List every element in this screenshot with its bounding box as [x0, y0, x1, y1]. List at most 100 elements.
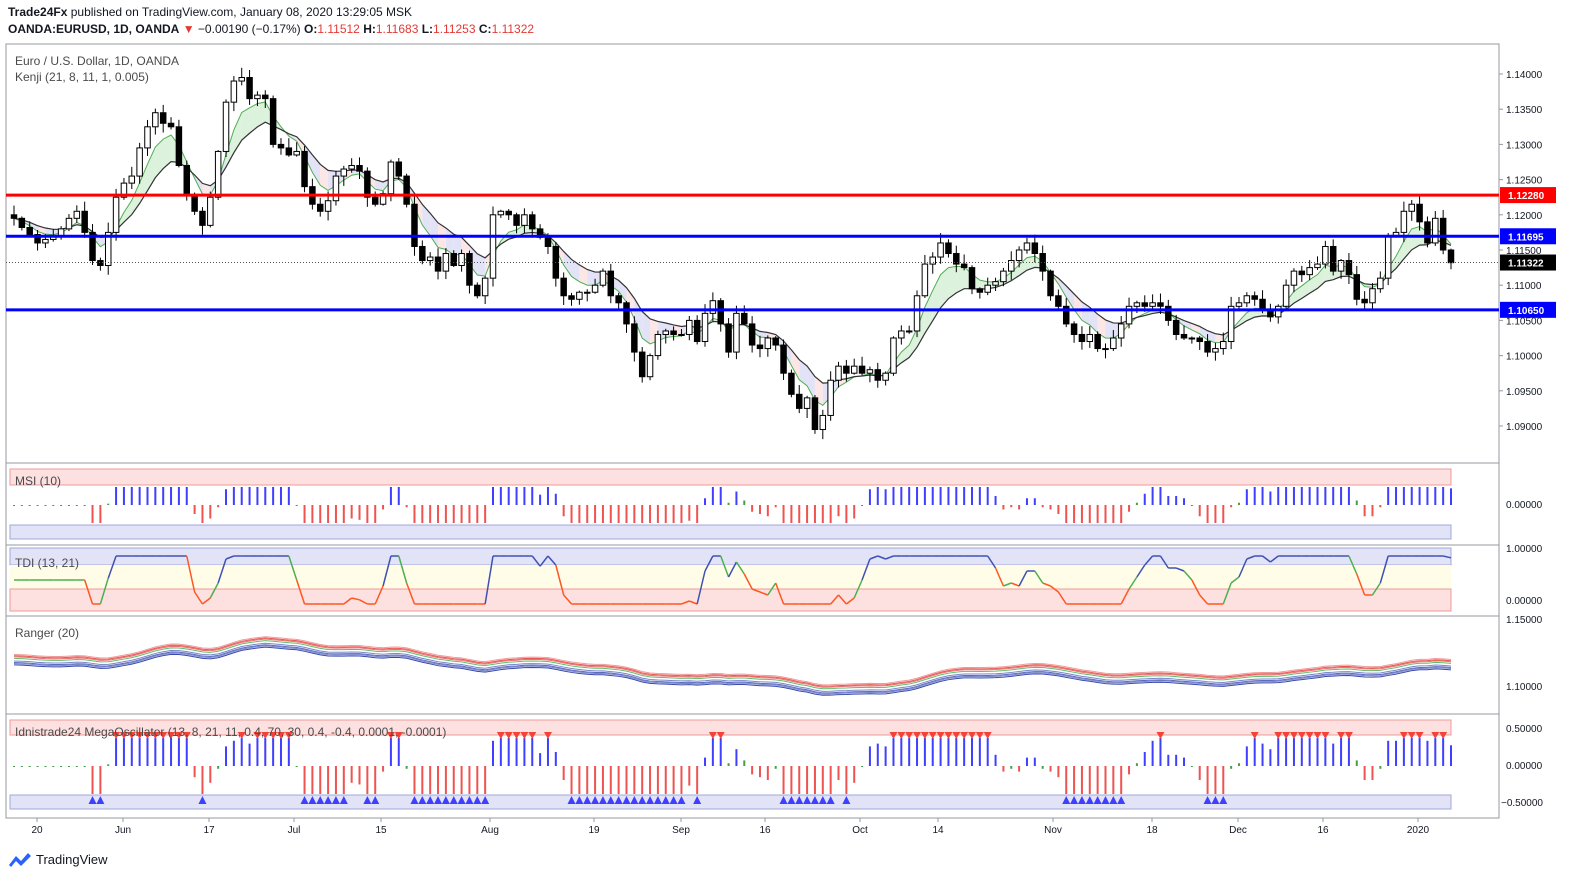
- sell-triangle-icon: [889, 732, 898, 739]
- candle-body: [607, 270, 615, 297]
- mega-bar: [766, 766, 769, 780]
- msi-bar: [617, 505, 620, 523]
- kenji-cloud-segment: [202, 183, 211, 196]
- sell-triangle-icon: [269, 732, 278, 739]
- mega-axis-zero: 0.00000: [1506, 761, 1543, 772]
- candle-body: [835, 365, 842, 381]
- kenji-cloud-segment: [241, 107, 250, 141]
- candle-body: [458, 253, 465, 266]
- msi-bar: [327, 505, 330, 523]
- mega-bar: [1450, 745, 1452, 766]
- msi-bar: [374, 505, 377, 523]
- candle-body: [811, 397, 819, 431]
- msi-bar: [986, 487, 989, 505]
- msi-bar: [1363, 505, 1366, 517]
- kenji-cloud-segment: [1026, 256, 1035, 271]
- kenji-cloud-segment: [838, 378, 847, 387]
- sell-triangle-icon: [1297, 732, 1306, 739]
- tdi-line-segment: [845, 597, 855, 605]
- kenji-cloud-segment: [414, 193, 423, 226]
- buy-triangle-icon: [1203, 796, 1212, 804]
- candle-body: [332, 175, 340, 202]
- msi-bar: [837, 505, 840, 517]
- mega-bar: [1065, 766, 1068, 794]
- candle-body: [1078, 333, 1086, 343]
- sell-triangle-icon: [1399, 732, 1408, 739]
- mega-bar: [272, 738, 275, 766]
- tdi-line-segment: [288, 555, 298, 581]
- ranger-band-line: [13, 638, 1452, 688]
- mega-bar: [1402, 738, 1405, 766]
- change-value: −0.00190 (−0.17%): [197, 22, 301, 36]
- msi-bar: [971, 487, 973, 505]
- candle-body: [73, 210, 81, 219]
- msi-bar: [806, 505, 809, 523]
- candle-body: [968, 267, 976, 290]
- buy-triangle-icon: [1093, 796, 1102, 804]
- sell-triangle-icon: [1274, 732, 1283, 739]
- tdi-line-segment: [885, 555, 894, 560]
- candle-body: [898, 330, 905, 339]
- msi-bar: [727, 502, 730, 505]
- mega-bar: [931, 738, 934, 766]
- mega-bar: [570, 766, 573, 794]
- kenji-legend: Kenji (21, 8, 11, 1, 0.005): [15, 70, 149, 84]
- msi-upper-band: [9, 468, 1452, 486]
- msi-bar: [248, 487, 251, 505]
- msi-bar: [539, 494, 542, 505]
- candle-body: [1439, 217, 1447, 251]
- mega-bar: [382, 766, 385, 772]
- msi-bar: [1292, 487, 1295, 505]
- candle-body: [144, 126, 151, 149]
- mega-bar: [719, 738, 722, 766]
- sell-triangle-icon: [135, 732, 144, 739]
- y-tick-label: 1.12000: [1506, 211, 1543, 222]
- kenji-cloud-segment: [422, 204, 431, 236]
- msi-bar: [656, 505, 659, 523]
- candle-body: [1196, 337, 1203, 343]
- kenji-cloud-segment: [453, 234, 462, 255]
- symbol-label: OANDA:EURUSD, 1D, OANDA: [8, 22, 180, 36]
- candle-body: [1220, 341, 1227, 350]
- sell-triangle-icon: [284, 732, 293, 739]
- mega-bar: [813, 766, 816, 794]
- publish-info: Trade24Fx published on TradingView.com, …: [8, 5, 412, 19]
- mega-bar: [1120, 766, 1123, 794]
- candle-body: [1259, 298, 1266, 311]
- candle-body: [788, 372, 795, 395]
- sell-triangle-icon: [1156, 732, 1165, 739]
- msi-bar: [256, 487, 259, 505]
- tdi-line-segment: [681, 600, 690, 605]
- msi-bar: [1104, 505, 1107, 523]
- tradingview-brand[interactable]: TradingView: [8, 851, 108, 867]
- y-tick-label: 1.09000: [1506, 422, 1543, 433]
- buy-triangle-icon: [481, 796, 490, 804]
- candle-body: [1031, 242, 1039, 255]
- candle-body: [152, 112, 159, 128]
- mega-bar: [358, 766, 361, 785]
- sell-triangle-icon: [167, 732, 176, 739]
- sell-triangle-icon: [716, 732, 725, 739]
- candle-body: [18, 217, 26, 228]
- mega-bar: [115, 738, 118, 766]
- msi-bar: [578, 505, 581, 523]
- kenji-cloud-segment: [469, 245, 478, 276]
- kenji-cloud-segment: [924, 290, 933, 334]
- kenji-cloud-segment: [226, 129, 234, 168]
- msi-bar: [287, 487, 290, 505]
- msi-bar: [601, 505, 604, 523]
- tdi-line-segment: [720, 555, 730, 578]
- x-tick-label: 20: [31, 825, 43, 836]
- mega-bar: [248, 743, 251, 766]
- msi-bar: [546, 487, 549, 505]
- msi-bar: [217, 505, 220, 508]
- tdi-line-segment: [1230, 576, 1240, 584]
- candle-body: [576, 291, 583, 300]
- msi-bar: [350, 505, 353, 519]
- candle-body: [1204, 341, 1211, 353]
- buy-triangle-icon: [591, 796, 600, 804]
- mega-bar: [177, 738, 180, 766]
- mega-bar: [892, 738, 895, 766]
- published-text: published on TradingView.com, January 08…: [70, 5, 413, 19]
